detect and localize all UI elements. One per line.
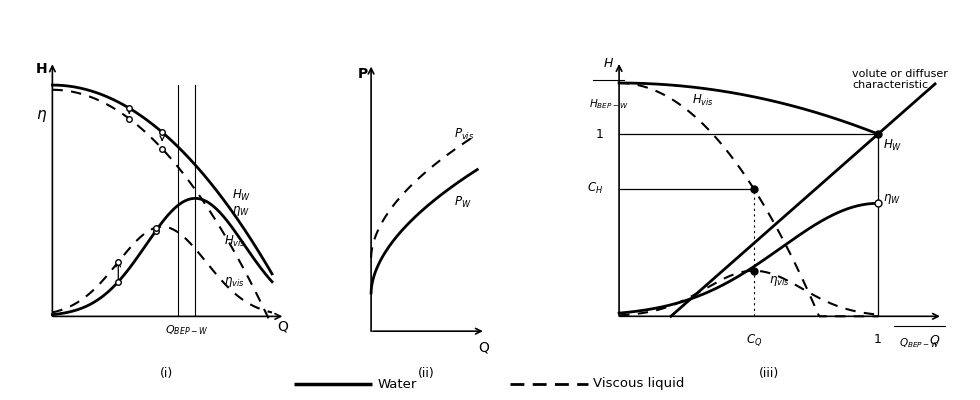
Text: $\eta$: $\eta$: [36, 108, 47, 124]
Text: $P_W$: $P_W$: [454, 195, 471, 210]
Text: $H$: $H$: [603, 57, 614, 70]
Text: volute or diffuser
characteristic: volute or diffuser characteristic: [853, 68, 948, 90]
Text: (ii): (ii): [417, 368, 435, 380]
Text: Q: Q: [478, 341, 489, 355]
Text: Water: Water: [377, 378, 416, 390]
Text: $H_{vis}$: $H_{vis}$: [223, 234, 246, 249]
Text: $H_W$: $H_W$: [883, 138, 903, 153]
Text: $\eta_W$: $\eta_W$: [883, 192, 902, 206]
Text: Q: Q: [277, 320, 288, 334]
Text: H: H: [35, 62, 47, 76]
Text: 1: 1: [874, 333, 882, 346]
Text: 1: 1: [596, 128, 604, 140]
Text: $Q$: $Q$: [929, 333, 941, 347]
Text: $\eta_{vis}$: $\eta_{vis}$: [769, 274, 790, 288]
Text: $H_W$: $H_W$: [232, 188, 252, 203]
Text: (iii): (iii): [760, 368, 779, 380]
Text: $Q_{BEP-W}$: $Q_{BEP-W}$: [900, 336, 940, 350]
Text: $H_{BEP-W}$: $H_{BEP-W}$: [589, 98, 629, 111]
Text: $H_{vis}$: $H_{vis}$: [692, 93, 713, 108]
Text: $Q_{BEP-W}$: $Q_{BEP-W}$: [165, 323, 208, 337]
Text: $\eta_W$: $\eta_W$: [232, 204, 250, 218]
Text: Viscous liquid: Viscous liquid: [593, 378, 684, 390]
Text: (i): (i): [160, 368, 173, 380]
Text: $C_Q$: $C_Q$: [746, 333, 761, 348]
Text: $C_H$: $C_H$: [587, 181, 604, 196]
Text: $\eta_{vis}$: $\eta_{vis}$: [223, 275, 244, 289]
Text: P: P: [358, 68, 368, 82]
Text: $P_{vis}$: $P_{vis}$: [454, 127, 474, 142]
